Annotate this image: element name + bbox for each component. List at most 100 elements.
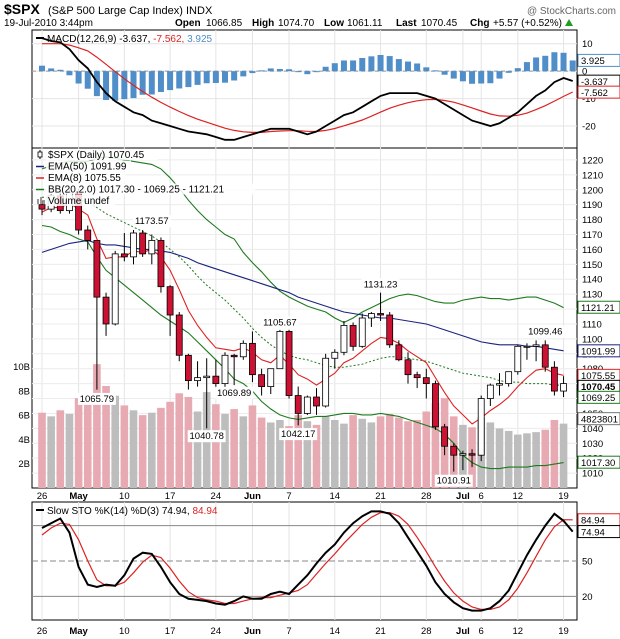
candle-body	[350, 325, 356, 346]
x-axis-label: 7	[286, 491, 291, 502]
candle-body	[432, 384, 438, 427]
x-axis-label: 10	[119, 626, 130, 637]
candle-body	[368, 314, 374, 318]
macd-histogram-bar	[542, 56, 548, 71]
chart-date: 19-Jul-2010 3:44pm	[4, 18, 93, 29]
macd-histogram-bar	[121, 71, 127, 99]
candle-body	[561, 384, 567, 391]
candle-body	[314, 397, 320, 406]
candle-body	[268, 369, 274, 387]
x-axis-label: 24	[211, 491, 222, 502]
x-axis-label: 7	[286, 626, 291, 637]
volume-bar	[121, 405, 129, 488]
macd-histogram-bar	[85, 71, 91, 89]
price-tick-label: 1100	[582, 334, 602, 345]
candle-body	[158, 240, 164, 286]
candle-body	[259, 375, 265, 387]
price-tick-label: 1040	[582, 424, 603, 435]
candle-body	[359, 318, 365, 346]
candle-body	[195, 378, 201, 381]
symbol-title: $SPX	[4, 1, 40, 17]
volume-bar	[221, 414, 229, 488]
price-tick-label: 1190	[582, 200, 602, 211]
price-tick-label: 1180	[582, 215, 602, 226]
volume-bar	[47, 416, 55, 488]
price-annotation: 1131.23	[364, 279, 398, 290]
candle-body	[39, 205, 45, 209]
price-tick-label: 1150	[582, 260, 602, 271]
macd-histogram-bar	[432, 70, 438, 71]
x-axis-label: 6	[479, 491, 484, 502]
volume-bar	[404, 421, 412, 488]
candle-body	[85, 230, 91, 240]
volume-bar	[413, 420, 421, 488]
volume-icon	[37, 199, 39, 204]
macd-histogram-bar	[185, 71, 191, 87]
macd-histogram-bar	[295, 71, 301, 72]
macd-histogram-bar	[350, 60, 356, 71]
macd-histogram-bar	[405, 62, 411, 72]
candle-body	[103, 297, 109, 324]
macd-histogram-bar	[176, 71, 182, 88]
volume-bar	[249, 405, 257, 488]
macd-histogram-bar	[158, 71, 164, 92]
volume-bar	[212, 404, 220, 488]
price-tick-label: 1010	[582, 469, 603, 480]
x-axis-label: 26	[37, 491, 48, 502]
volume-bar	[84, 404, 92, 488]
price-annotation: 1065.79	[80, 394, 114, 405]
volume-bar	[157, 408, 165, 488]
macd-histogram-bar	[497, 71, 503, 78]
low-label: Low	[324, 18, 344, 29]
volume-bar	[532, 432, 540, 488]
last-value: 1070.45	[421, 18, 458, 29]
macd-histogram-bar	[249, 71, 255, 73]
price-annotation: 1010.91	[437, 476, 471, 487]
volume-bar	[523, 433, 531, 488]
macd-histogram-bar	[368, 56, 374, 71]
volume-bar	[331, 420, 339, 488]
candle-body	[131, 233, 137, 257]
x-axis-label: 12	[513, 626, 524, 637]
volume-bar	[230, 409, 238, 488]
macd-histogram-bar	[332, 63, 338, 71]
price-annotation: 1105.67	[263, 317, 297, 328]
macd-histogram-bar	[304, 71, 310, 74]
candle-body	[405, 360, 411, 375]
x-axis-bottom: 26 May 10 17 24 Jun 7 14 21 28 Jul 6 12 19	[37, 626, 569, 637]
volume-bar	[368, 422, 376, 488]
macd-histogram-bar	[524, 62, 530, 71]
macd-histogram-bar	[149, 71, 155, 94]
macd-legend: MACD(12,26,9) -3.637, -7.562, 3.925	[47, 34, 213, 45]
volume-tick-label: 6B	[18, 411, 30, 422]
macd-histogram-bar	[469, 71, 475, 84]
candle-body	[185, 355, 191, 380]
macd-histogram-bar	[314, 71, 320, 72]
volume-bar	[57, 410, 65, 488]
candle-body	[121, 254, 127, 257]
macd-histogram-bar	[359, 58, 365, 71]
macd-histogram-bar	[48, 68, 54, 71]
macd-histogram-bar	[167, 71, 173, 90]
value-tag-label: 1017.30	[581, 458, 615, 469]
volume-icon	[43, 200, 45, 204]
candle-body	[176, 315, 182, 355]
price-tick-label: 1210	[582, 170, 603, 181]
candle-body	[167, 287, 173, 315]
volume-tick-label: 8B	[18, 386, 30, 397]
volume-bar	[240, 416, 248, 488]
x-axis-label: 14	[330, 491, 341, 502]
macd-histogram-bar	[451, 71, 457, 78]
stochastic-tick-label: 20	[582, 592, 593, 603]
candle-body	[213, 376, 219, 383]
x-axis-label: 21	[375, 491, 386, 502]
price-annotation: 1040.78	[190, 431, 224, 442]
symbol-name: (S&P 500 Large Cap Index) INDX	[48, 5, 213, 17]
candle-body	[304, 397, 310, 413]
price-annotation: 1173.57	[135, 216, 169, 227]
x-axis-label: May	[69, 626, 88, 637]
macd-histogram-bar	[478, 71, 484, 83]
candle-body	[487, 385, 493, 398]
candle-body	[396, 345, 402, 360]
candle-body	[497, 384, 503, 385]
